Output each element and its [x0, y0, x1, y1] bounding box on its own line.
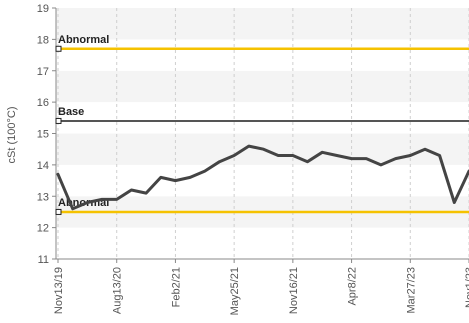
- x-tick-label: Apr8/22: [347, 267, 359, 306]
- reference-marker: [55, 208, 62, 215]
- x-tick-label: Nov16/21: [288, 267, 300, 314]
- reference-marker: [55, 117, 62, 124]
- series-line: [56, 144, 469, 211]
- y-tick-label: 17: [37, 66, 49, 78]
- y-tick-label: 14: [37, 160, 49, 172]
- reference-label: Abnormal: [58, 34, 109, 46]
- grid-band: [56, 8, 469, 40]
- reference-label: Base: [58, 106, 84, 118]
- y-tick-label: 13: [37, 191, 49, 203]
- x-tick-label: Nov13/19: [53, 267, 65, 314]
- grid-band: [56, 164, 469, 197]
- y-axis-ticks: 11 12 13 14 15 16 17 18 19: [37, 3, 56, 266]
- reference-marker: [55, 45, 62, 52]
- x-tick-label: May25/21: [229, 267, 241, 315]
- grid-band: [56, 102, 469, 134]
- x-tick-label: Aug13/20: [112, 267, 124, 314]
- y-tick-label: 18: [37, 34, 49, 46]
- y-tick-label: 12: [37, 223, 49, 235]
- y-tick-label: 15: [37, 129, 49, 141]
- data-series: [56, 144, 469, 211]
- x-axis-ticks: Nov13/19 Aug13/20 Feb2/21 May25/21 Nov16/21 A…: [53, 259, 469, 315]
- grid-band: [56, 39, 469, 71]
- y-axis-title: cSt (100°C): [6, 107, 18, 164]
- grid-band: [56, 227, 469, 259]
- plot-background: [56, 8, 469, 259]
- y-tick-label: 11: [38, 254, 49, 266]
- x-tick-label: Nov1/23: [464, 267, 469, 308]
- grid-band: [56, 70, 469, 103]
- x-tick-label: Mar27/23: [405, 267, 417, 313]
- y-tick-label: 19: [37, 3, 49, 15]
- y-tick-label: 16: [37, 97, 49, 109]
- x-tick-label: Feb2/21: [170, 267, 182, 307]
